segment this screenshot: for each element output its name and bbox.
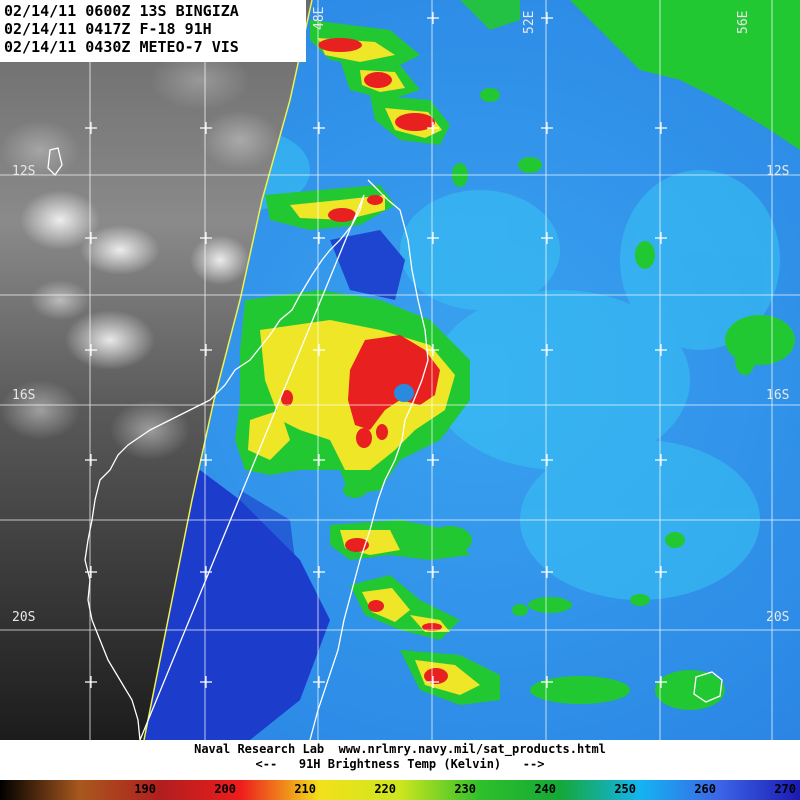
colorbar-tick-label: 220 [374, 782, 396, 796]
footer-credit: Naval Research Lab www.nrlmry.navy.mil/s… [194, 742, 606, 756]
lat-lon-grid [0, 0, 800, 740]
colorbar-segment: 250 [560, 780, 640, 800]
colorbar-tick-label: 190 [134, 782, 156, 796]
visible-channel-swath [0, 0, 312, 740]
visible-cloud-textures [0, 50, 280, 460]
colorbar-tick-label: 240 [534, 782, 556, 796]
green-patch-north [460, 0, 520, 30]
lat-label-16s-right: 16S [766, 388, 790, 403]
lat-label-20s-right: 20S [766, 610, 790, 625]
lat-label-12s-left: 12S [12, 164, 36, 179]
green-region-northeast [570, 0, 800, 150]
colorbar-segment: 220 [320, 780, 400, 800]
madagascar-coastline [84, 179, 429, 740]
footer: Naval Research Lab www.nrlmry.navy.mil/s… [0, 740, 800, 780]
satellite-map [0, 0, 800, 740]
colorbar-segment: 270 [720, 780, 800, 800]
colorbar-segment: 200 [160, 780, 240, 800]
lat-label-12s-right: 12S [766, 164, 790, 179]
rainband-red-cores [281, 38, 448, 684]
colorbar-segment: 240 [480, 780, 560, 800]
header-storm-line: 02/14/11 0600Z 13S BINGIZA [4, 2, 239, 20]
island-northwest [47, 147, 63, 177]
lat-label-20s-left: 20S [12, 610, 36, 625]
footer-legend-title: <-- 91H Brightness Temp (Kelvin) --> [255, 757, 545, 771]
colorbar-tick-label: 250 [614, 782, 636, 796]
lon-label-56e: 56E [736, 10, 751, 34]
header-microwave-line: 02/14/11 0417Z F-18 91H [4, 20, 212, 38]
lon-label-52e: 52E [522, 10, 537, 34]
storm-eye [394, 384, 414, 402]
colorbar-segment: 230 [400, 780, 480, 800]
swath-edge-line [143, 0, 313, 740]
colorbar: 190 200 210 220 230 240 250 260 270 [0, 780, 800, 800]
small-island-east [693, 671, 723, 703]
colorbar-segment: 190 [80, 780, 160, 800]
lon-label-48e: 48E [312, 6, 327, 30]
header-info-box: 02/14/11 0600Z 13S BINGIZA 02/14/11 0417… [0, 0, 306, 62]
colorbar-tick-label: 200 [214, 782, 236, 796]
grid-crosshairs [85, 12, 667, 688]
colorbar-segment: 210 [240, 780, 320, 800]
colorbar-tick-label: 260 [694, 782, 716, 796]
colorbar-segment: 260 [640, 780, 720, 800]
header-visible-line: 02/14/11 0430Z METEO-7 VIS [4, 38, 239, 56]
colorbar-tick-label: 270 [774, 782, 796, 796]
colorbar-segment-low [0, 780, 80, 800]
lat-label-16s-left: 16S [12, 388, 36, 403]
colorbar-tick-label: 210 [294, 782, 316, 796]
colorbar-tick-label: 230 [454, 782, 476, 796]
